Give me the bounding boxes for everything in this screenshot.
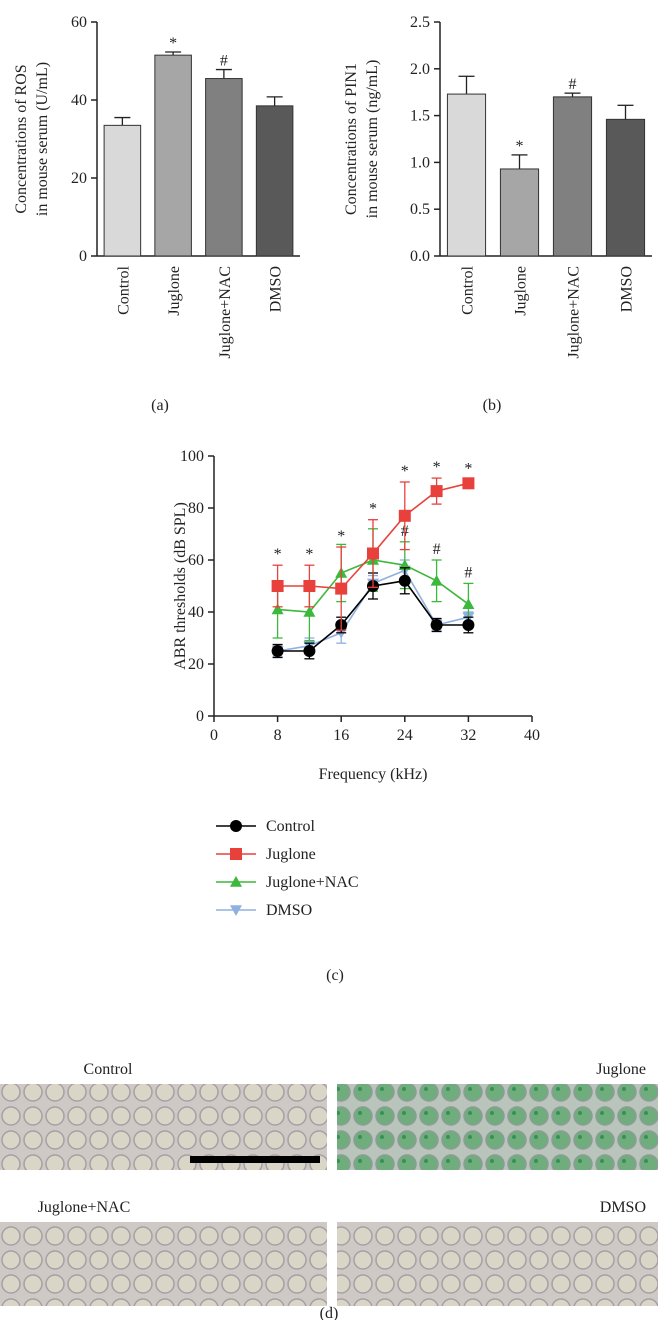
marker (462, 598, 475, 609)
significance-label: * (337, 528, 345, 545)
marker (398, 509, 411, 522)
significance-label: * (305, 546, 313, 563)
image-label: Juglone+NAC (38, 1199, 131, 1216)
panel-label: (d) (320, 1305, 339, 1320)
panel-label: (a) (151, 397, 169, 414)
y-tick-label: 0 (79, 248, 87, 265)
legend-marker (230, 848, 242, 860)
significance-label: * (433, 459, 441, 476)
y-tick-label: 0.0 (410, 248, 430, 265)
x-tick-label: Control (460, 265, 477, 314)
bar (605, 118, 646, 257)
legend-marker (230, 876, 242, 887)
significance-label: * (369, 501, 377, 518)
marker (271, 580, 284, 592)
y-tick-label: 20 (188, 656, 204, 673)
y-tick-label: 60 (188, 552, 204, 569)
significance-label: * (464, 460, 472, 477)
image-panel (0, 1084, 658, 1306)
x-tick-label: DMSO (619, 266, 636, 312)
y-tick-label: 1.0 (410, 154, 430, 171)
y-tick-label: 2.5 (410, 14, 430, 31)
marker (271, 645, 284, 657)
significance-label: * (516, 138, 524, 155)
panel-label: (c) (326, 967, 344, 984)
marker (335, 582, 348, 595)
bar (552, 96, 593, 257)
y-tick-label: 0 (196, 708, 204, 725)
y-tick-label: 1.5 (410, 108, 430, 125)
y-axis-label: Concentrations of PIN1 (343, 63, 360, 215)
y-axis-label: in mouse serum (U/mL) (34, 62, 51, 216)
y-tick-label: 60 (71, 14, 87, 31)
marker (398, 574, 411, 587)
y-axis-label: ABR thresholds (dB SPL) (172, 502, 189, 670)
significance-label: * (169, 35, 177, 52)
x-tick-label: 40 (524, 727, 540, 744)
y-axis-label: in mouse serum (ng/mL) (364, 60, 381, 219)
x-tick-label: Juglone (166, 266, 183, 316)
x-axis-label: Frequency (kHz) (319, 766, 428, 783)
bar (499, 168, 540, 257)
legend-marker (230, 905, 242, 916)
y-tick-label: 100 (180, 448, 204, 465)
x-tick-label: Juglone+NAC (566, 266, 583, 359)
bar (446, 93, 487, 257)
marker (430, 574, 443, 586)
y-tick-label: 40 (188, 604, 204, 621)
significance-label: # (464, 564, 472, 581)
marker (303, 606, 316, 617)
x-tick-label: 32 (460, 727, 476, 744)
x-tick-label: 24 (397, 727, 413, 744)
legend-label: Control (266, 818, 315, 835)
marker (430, 619, 443, 631)
x-tick-label: Juglone (513, 266, 530, 316)
marker (271, 603, 284, 615)
marker (462, 477, 475, 490)
y-tick-label: 20 (71, 170, 87, 187)
significance-label: # (433, 541, 441, 558)
marker (462, 619, 475, 631)
significance-label: * (401, 463, 409, 480)
x-tick-label: DMSO (268, 266, 285, 312)
y-tick-label: 80 (188, 500, 204, 517)
marker (430, 485, 443, 498)
bar (103, 124, 142, 257)
legend-marker (230, 820, 242, 832)
legend-label: Juglone (266, 846, 316, 863)
y-tick-label: 40 (71, 92, 87, 109)
y-tick-label: 0.5 (410, 201, 430, 218)
x-tick-label: 16 (333, 727, 349, 744)
significance-label: * (274, 546, 282, 563)
image-label: Control (84, 1061, 133, 1078)
x-tick-label: 8 (274, 727, 282, 744)
significance-label: # (569, 76, 577, 93)
bar (255, 105, 294, 257)
marker (303, 580, 316, 592)
image-label: Juglone (596, 1061, 646, 1078)
marker (303, 645, 316, 657)
significance-label: # (220, 53, 228, 70)
x-tick-label: 0 (210, 727, 218, 744)
y-axis-label: Concentrations of ROS (13, 64, 30, 213)
image-label: DMSO (600, 1199, 646, 1216)
marker (367, 547, 379, 560)
y-tick-label: 2.0 (410, 61, 430, 78)
panel-label: (b) (483, 397, 502, 414)
x-tick-label: Juglone+NAC (217, 266, 234, 359)
bar (205, 78, 243, 257)
bar (154, 54, 192, 257)
legend-label: DMSO (266, 902, 312, 919)
x-tick-label: Control (115, 265, 132, 314)
legend-label: Juglone+NAC (266, 874, 359, 891)
